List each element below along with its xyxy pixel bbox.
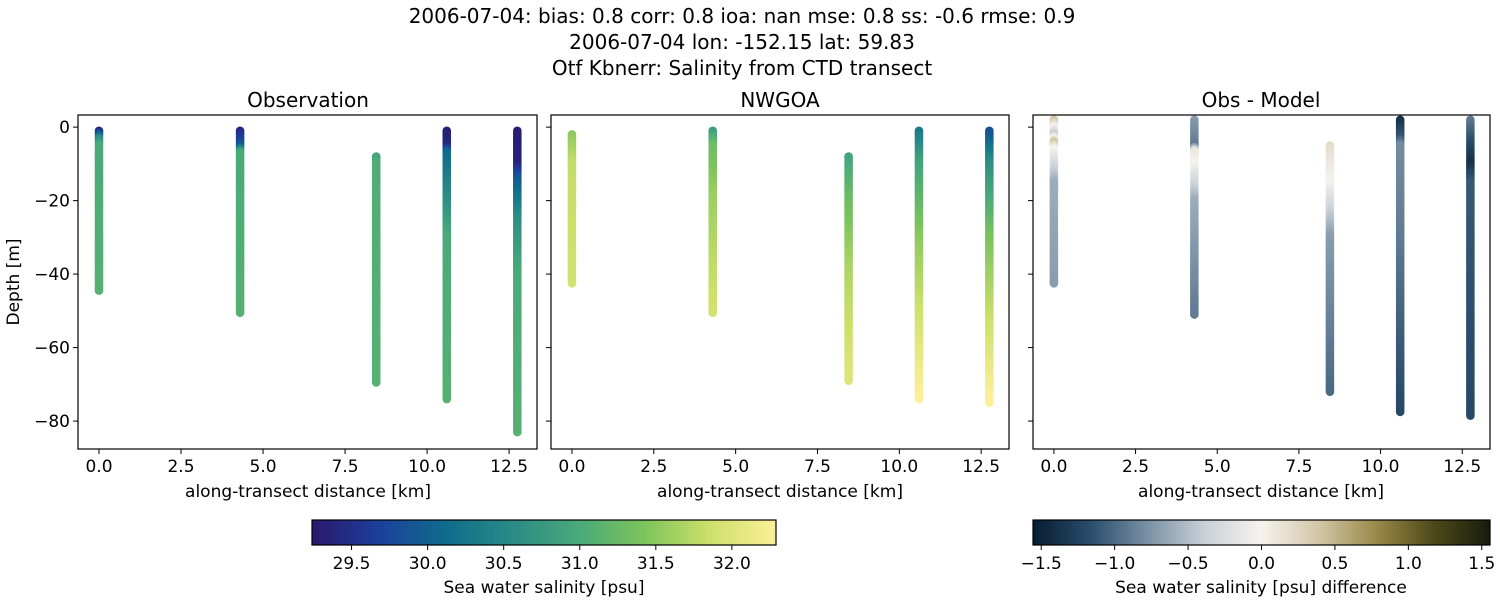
data-point (1049, 278, 1059, 288)
profile-0 (1049, 115, 1059, 288)
x-tick-label: 0.0 (558, 457, 585, 477)
panel-title-difference: Obs - Model (1202, 88, 1321, 112)
colorbar-tick-label: −1.5 (1021, 554, 1062, 574)
profile-2 (1325, 141, 1335, 396)
profile-1 (235, 126, 245, 317)
x-tick-label: 10.0 (880, 457, 918, 477)
data-point (1190, 310, 1199, 319)
title-line-2: 2006-07-04 lon: -152.15 lat: 59.83 (569, 30, 915, 54)
y-tick-label: −20 (34, 192, 70, 212)
colorbar-tick-label: 31.0 (561, 554, 599, 574)
x-tick-label: 0.0 (1040, 457, 1067, 477)
x-tick-label: 12.5 (490, 457, 528, 477)
profile-4 (985, 126, 994, 408)
colorbar-tick-label: 30.5 (485, 554, 523, 574)
profile-3 (1395, 115, 1405, 417)
data-point (985, 398, 994, 408)
data-point (513, 427, 522, 437)
x-tick-label: 7.5 (1285, 457, 1312, 477)
profile-4 (1466, 115, 1475, 420)
x-tick-label: 2.5 (1122, 457, 1149, 477)
x-tick-label: 12.5 (1443, 457, 1481, 477)
colorbar-tick-label: 32.0 (713, 554, 751, 574)
x-tick-label: 5.0 (722, 457, 749, 477)
colorbar-0: 29.5 30.0 30.5 31.0 31.5 32.0 (311, 519, 777, 574)
profile-3 (442, 126, 452, 404)
colorbar-tick-label: −1.0 (1094, 554, 1135, 574)
data-point (1466, 411, 1475, 420)
colorbar-bar (311, 519, 777, 546)
data-point (914, 394, 924, 404)
data-point (94, 286, 104, 295)
colorbar-label-salinity: Sea water salinity [psu] (444, 578, 645, 598)
xlabel-observation: along-transect distance [km] (185, 482, 431, 502)
profile-0 (94, 126, 104, 295)
x-tick-label: 0.0 (85, 457, 112, 477)
ylabel-depth: Depth [m] (4, 238, 24, 325)
x-tick-label: 5.0 (250, 457, 277, 477)
panel-title-model: NWGOA (740, 88, 820, 112)
y-tick-label: 0 (59, 118, 70, 138)
colorbar-tick-label: 1.5 (1468, 554, 1495, 574)
data-point (567, 278, 577, 288)
colorbar-tick-label: 30.0 (409, 554, 447, 574)
axes-frame (1032, 114, 1491, 450)
x-tick-label: 7.5 (332, 457, 359, 477)
data-point (442, 394, 452, 404)
x-tick-label: 10.0 (408, 457, 446, 477)
xlabel-model: along-transect distance [km] (657, 482, 903, 502)
profile-2 (371, 152, 381, 387)
colorbar-label-difference: Sea water salinity [psu] difference (1115, 578, 1407, 598)
colorbar-tick-label: 1.0 (1395, 554, 1422, 574)
colorbar-1: −1.5 −1.0 −0.5 0.0 0.5 1.0 1.5 (1021, 519, 1495, 574)
profile-3 (914, 126, 924, 404)
axes-frame (77, 114, 538, 450)
panel-title-observation: Observation (247, 88, 369, 112)
colorbar-tick-label: 0.5 (1321, 554, 1348, 574)
profile-0 (567, 130, 577, 288)
data-point (708, 308, 718, 317)
profile-1 (708, 126, 718, 317)
y-tick-label: −80 (34, 412, 70, 432)
data-point (1325, 387, 1335, 396)
panel-1: 0.0 2.5 5.0 7.5 10.0 12.5 (546, 114, 1010, 477)
colorbar-tick-label: −0.5 (1167, 554, 1208, 574)
axes-frame (550, 114, 1010, 450)
panel-0: 0.0 2.5 5.0 7.5 10.0 12.5 0 −20 −40 −60 −80 (34, 114, 538, 477)
x-tick-label: 5.0 (1204, 457, 1231, 477)
profile-2 (844, 152, 853, 385)
data-point (1395, 407, 1405, 417)
x-tick-label: 7.5 (804, 457, 831, 477)
title-line-1: 2006-07-04: bias: 0.8 corr: 0.8 ioa: nan… (409, 4, 1076, 28)
data-point (844, 376, 853, 385)
colorbar-bar (1032, 519, 1491, 546)
colorbar-tick-label: 0.0 (1248, 554, 1275, 574)
profile-4 (513, 126, 522, 437)
panel-2: 0.0 2.5 5.0 7.5 10.0 12.5 (1028, 114, 1491, 477)
x-tick-label: 12.5 (962, 457, 1000, 477)
colorbar-tick-label: 29.5 (333, 554, 371, 574)
xlabel-difference: along-transect distance [km] (1138, 482, 1384, 502)
y-tick-label: −60 (34, 339, 70, 359)
y-tick-label: −40 (34, 265, 70, 285)
data-point (371, 378, 381, 387)
x-tick-label: 2.5 (640, 457, 667, 477)
data-point (235, 308, 245, 317)
x-tick-label: 2.5 (167, 457, 194, 477)
title-line-3: Otf Kbnerr: Salinity from CTD transect (552, 56, 933, 80)
colorbar-tick-label: 31.5 (637, 554, 675, 574)
profile-1 (1190, 115, 1199, 319)
x-tick-label: 10.0 (1362, 457, 1400, 477)
